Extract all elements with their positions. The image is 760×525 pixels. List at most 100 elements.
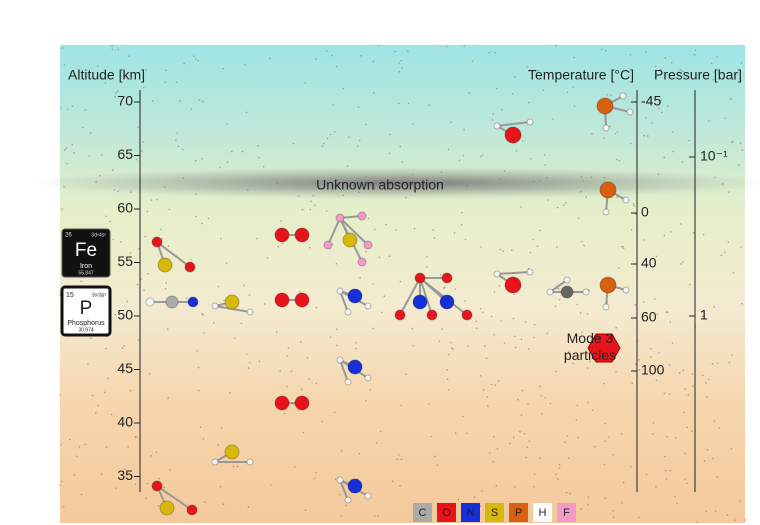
speckle xyxy=(360,55,362,57)
speckle xyxy=(321,145,324,148)
speckle xyxy=(558,463,561,466)
speckle xyxy=(65,147,67,149)
bond xyxy=(339,479,349,501)
atom xyxy=(274,292,290,308)
speckle xyxy=(645,473,648,476)
speckle xyxy=(562,204,565,206)
speckle xyxy=(233,337,236,340)
speckle xyxy=(520,338,523,341)
speckle xyxy=(643,239,645,241)
speckle xyxy=(357,106,360,108)
atom xyxy=(347,359,363,375)
speckle xyxy=(248,361,251,364)
temperature-tick-label: 0 xyxy=(641,204,649,220)
speckle xyxy=(665,478,668,480)
speckle xyxy=(164,288,167,290)
speckle xyxy=(407,50,409,53)
speckle xyxy=(714,176,717,179)
speckle xyxy=(164,81,166,84)
speckle xyxy=(306,357,309,359)
speckle xyxy=(540,394,543,397)
speckle xyxy=(513,293,515,296)
fe-config: 3d⁶4s² xyxy=(91,232,106,238)
speckle xyxy=(453,232,456,234)
speckle xyxy=(577,436,579,439)
speckle xyxy=(165,69,167,72)
speckle xyxy=(365,123,367,126)
speckle xyxy=(377,515,379,517)
speckle xyxy=(60,107,62,109)
speckle xyxy=(339,493,341,496)
speckle xyxy=(407,102,410,105)
atom xyxy=(357,211,367,221)
speckle xyxy=(721,183,724,185)
atom xyxy=(563,276,571,284)
speckle xyxy=(511,249,513,251)
molecule xyxy=(336,356,372,386)
atom xyxy=(165,295,179,309)
bond xyxy=(339,290,349,313)
speckle xyxy=(650,347,652,350)
speckle xyxy=(575,419,578,421)
speckle xyxy=(426,255,428,258)
speckle xyxy=(287,347,290,349)
speckle xyxy=(726,514,729,516)
speckle xyxy=(475,320,478,323)
speckle xyxy=(405,373,407,376)
speckle xyxy=(526,65,528,68)
speckle xyxy=(660,99,662,102)
speckle xyxy=(494,384,496,386)
speckle xyxy=(143,289,145,292)
speckle xyxy=(340,449,343,452)
atom xyxy=(184,261,196,273)
speckle xyxy=(492,113,494,115)
legend-label: P xyxy=(515,507,522,519)
speckle xyxy=(665,469,667,472)
speckle xyxy=(633,205,635,207)
speckle xyxy=(741,149,744,151)
speckle xyxy=(647,135,649,137)
speckle xyxy=(321,420,323,423)
speckle xyxy=(514,486,516,488)
speckle xyxy=(104,82,107,84)
speckle xyxy=(536,245,539,248)
speckle xyxy=(141,150,143,152)
speckle xyxy=(400,59,403,62)
speckle xyxy=(539,385,541,388)
molecule xyxy=(274,292,310,308)
speckle xyxy=(399,145,402,148)
speckle xyxy=(334,131,336,133)
atom xyxy=(323,240,333,250)
speckle xyxy=(304,509,307,511)
speckle xyxy=(107,377,109,380)
speckle xyxy=(576,303,579,306)
speckle xyxy=(222,503,225,506)
speckle xyxy=(240,322,243,325)
speckle xyxy=(369,388,372,391)
speckle xyxy=(724,117,726,120)
speckle xyxy=(466,185,468,187)
speckle xyxy=(223,299,225,302)
speckle xyxy=(372,283,374,285)
speckle xyxy=(358,191,360,194)
speckle xyxy=(683,478,686,480)
speckle xyxy=(197,59,200,62)
temperature-tick-label: 100 xyxy=(641,362,665,378)
speckle xyxy=(441,328,443,330)
speckle xyxy=(114,95,116,98)
speckle xyxy=(546,332,549,335)
temperature-tick-label: 40 xyxy=(641,255,657,271)
molecules xyxy=(145,92,634,516)
speckle xyxy=(69,438,71,441)
speckle xyxy=(632,203,635,205)
speckle xyxy=(481,154,484,157)
speckle xyxy=(528,440,531,442)
speckle xyxy=(523,432,526,435)
speckle xyxy=(248,294,251,296)
speckle xyxy=(146,210,149,213)
speckle xyxy=(604,497,607,499)
speckle xyxy=(425,266,428,268)
speckle xyxy=(555,370,557,373)
atom xyxy=(357,257,367,267)
speckle xyxy=(314,477,316,480)
